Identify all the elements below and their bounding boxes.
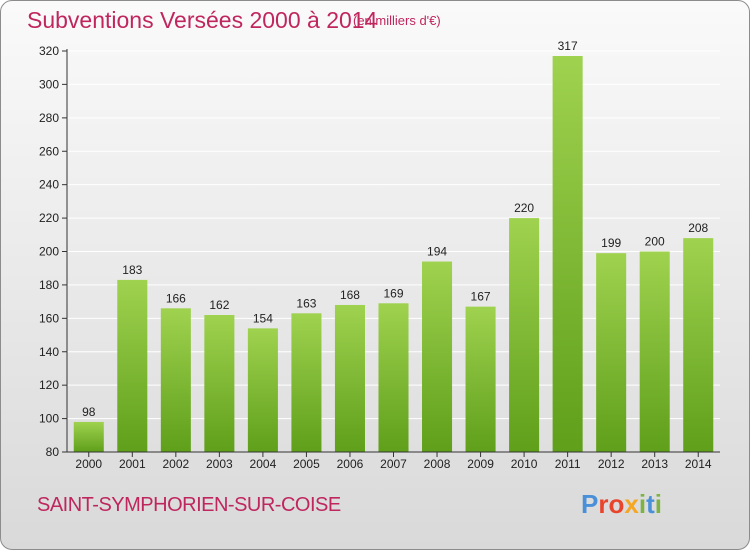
y-tick-label: 180 [39,278,59,292]
x-tick-label: 2011 [555,457,581,471]
data-label: 199 [601,236,621,250]
data-label: 169 [383,286,403,300]
x-tick-label: 2013 [641,457,668,471]
bar [291,313,322,452]
y-tick-label: 200 [39,245,59,259]
x-tick-label: 2008 [424,457,451,471]
bar [596,253,627,452]
data-label: 163 [296,296,316,310]
y-tick-label: 240 [39,178,59,192]
data-label: 220 [514,201,534,215]
bar [247,328,278,452]
y-tick-label: 220 [39,211,59,225]
logo-letter: P [581,489,599,519]
logo-letter: x [624,489,639,519]
x-tick-label: 2014 [685,457,712,471]
commune-name: SAINT-SYMPHORIEN-SUR-COISE [37,494,341,516]
data-label: 194 [427,245,447,259]
logo-letter: o [608,489,625,519]
y-tick-label: 300 [39,77,59,91]
x-tick-label: 2009 [467,457,494,471]
logo-letter: i [654,489,662,519]
chart-title: Subventions Versées 2000 à 2014 [27,7,378,33]
x-tick-label: 2004 [250,457,277,471]
x-tick-label: 2006 [337,457,364,471]
data-label: 208 [688,221,708,235]
logo-letter: t [646,489,655,519]
bar [639,251,670,452]
data-label: 317 [558,39,578,53]
bar [378,303,409,452]
y-tick-label: 120 [39,378,59,392]
data-label: 200 [645,235,665,249]
data-label: 162 [209,298,229,312]
x-tick-label: 2010 [511,457,538,471]
y-tick-label: 280 [39,111,59,125]
y-tick-label: 320 [39,44,59,58]
data-label: 167 [471,290,491,304]
bar [204,314,235,452]
x-tick-label: 2000 [75,457,102,471]
logo-letter: r [598,489,609,519]
y-tick-label: 80 [46,445,60,459]
x-tick-label: 2001 [119,457,146,471]
bar [422,261,453,452]
data-label: 183 [122,263,142,277]
data-label: 168 [340,288,360,302]
data-label: 166 [166,291,186,305]
bar [509,218,540,452]
logo-letter: i [638,489,647,519]
data-label: 154 [253,311,273,325]
bar [117,279,148,452]
bar [334,304,365,452]
y-tick-label: 100 [39,412,59,426]
y-tick-label: 140 [39,345,59,359]
bar [73,421,104,452]
bar [465,306,496,452]
x-tick-label: 2003 [206,457,233,471]
bar [552,56,583,452]
x-tick-label: 2012 [598,457,625,471]
bar [683,238,714,452]
chart-subtitle: (en milliers d'€) [353,13,441,28]
x-tick-label: 2007 [380,457,407,471]
data-label: 98 [82,405,96,419]
x-tick-label: 2002 [162,457,189,471]
x-tick-label: 2005 [293,457,320,471]
proxiti-logo[interactable]: Proxiti [581,489,662,520]
y-tick-label: 260 [39,144,59,158]
bar [160,308,191,452]
y-tick-label: 160 [39,311,59,325]
